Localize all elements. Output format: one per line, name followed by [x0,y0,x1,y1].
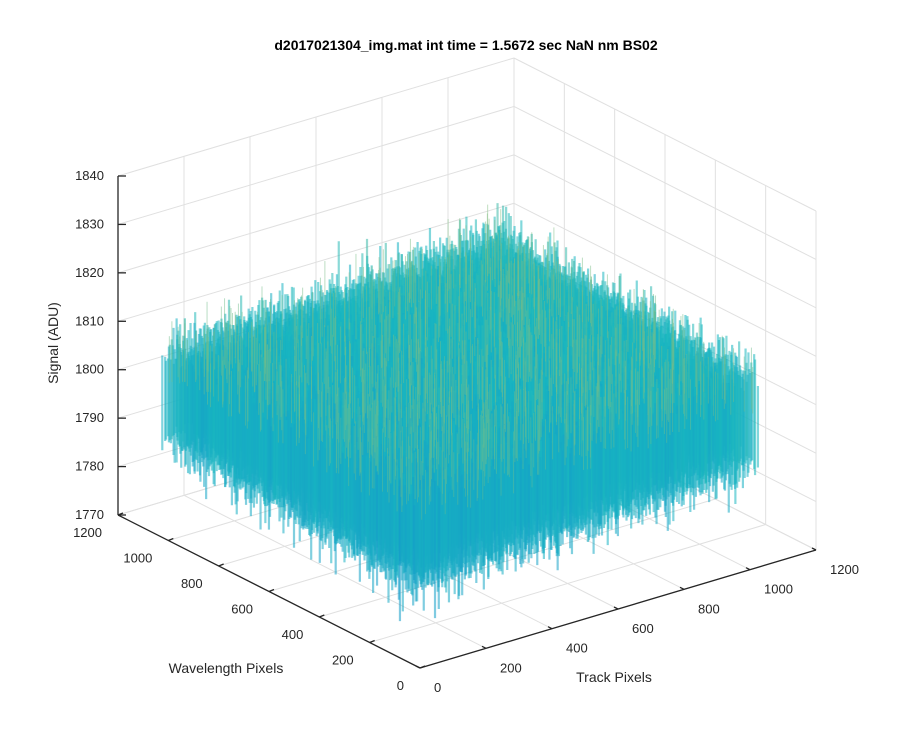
grid-line [513,57,817,212]
grid-line [369,524,766,643]
grid-line [513,105,817,260]
grid-line [513,202,817,357]
grid-line [319,498,716,618]
chart-title: d2017021304_img.mat int time = 1.5672 se… [274,37,657,53]
grid-line [117,105,515,225]
grid-line [513,154,817,309]
grid-line [117,57,515,177]
surface [161,203,760,622]
grid-line [117,154,515,274]
